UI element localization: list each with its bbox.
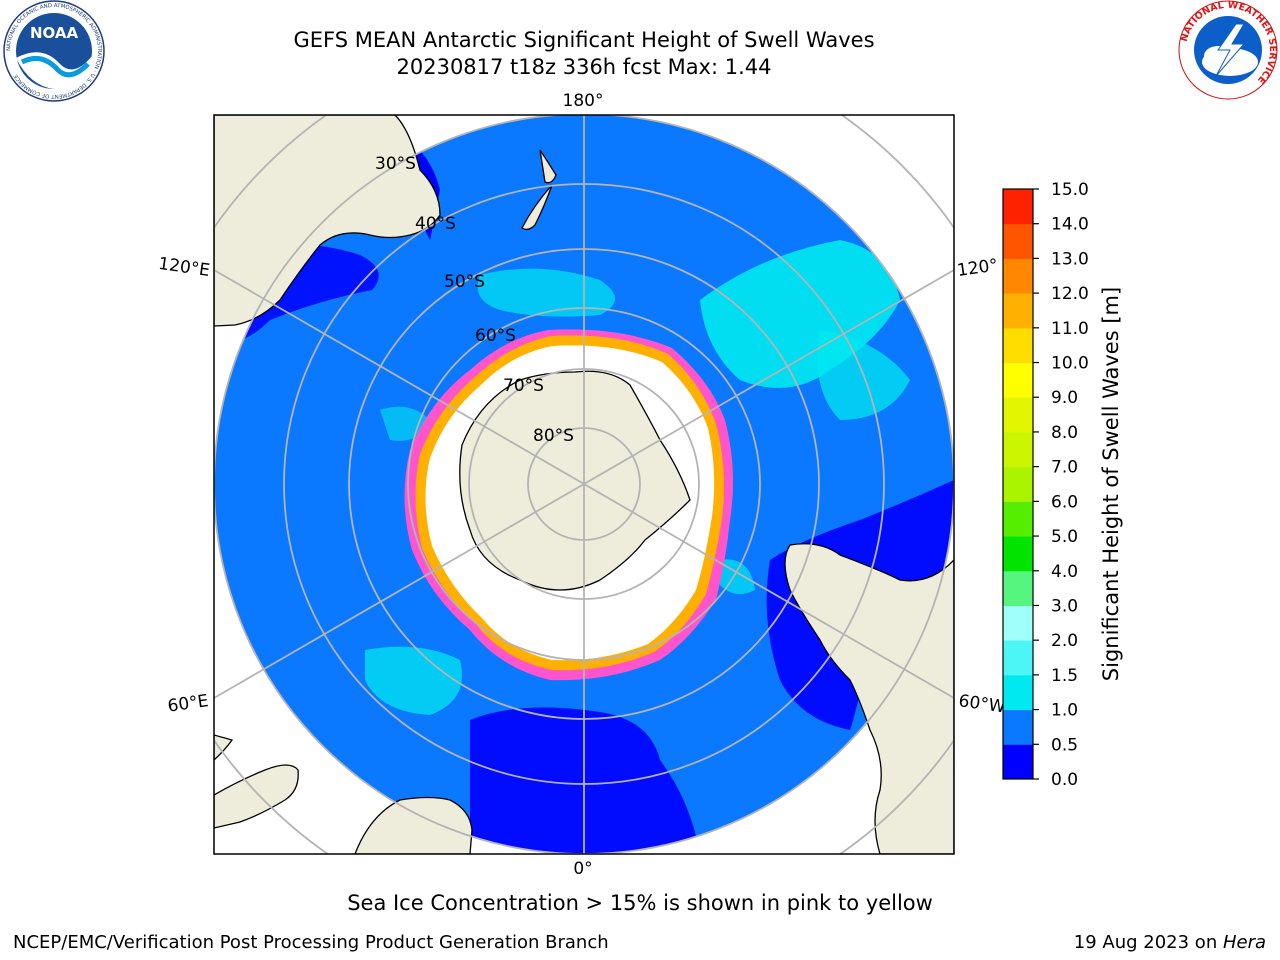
lon-label-120e: 120°E <box>157 254 211 281</box>
colorbar-band <box>1003 362 1033 398</box>
lat-label-40s: 40°S <box>415 214 456 234</box>
colorbar-tick-label: 10.0 <box>1051 354 1089 374</box>
graticule <box>214 115 954 854</box>
colorbar-band <box>1003 466 1033 502</box>
colorbar-band <box>1003 189 1033 225</box>
colorbar-tick-label: 5.0 <box>1051 527 1078 547</box>
colorbar-band <box>1003 536 1033 572</box>
colorbar-band <box>1003 501 1033 537</box>
noaa-logo-icon: NOAA NATIONAL OCEANIC AND ATMOSPHERIC AD… <box>3 0 105 102</box>
low-swell-region <box>470 707 700 854</box>
sea-ice-caption: Sea Ice Concentration > 15% is shown in … <box>347 891 933 915</box>
colorbar-band <box>1003 640 1033 676</box>
new-zealand-land <box>521 149 557 231</box>
map-frame <box>213 114 955 855</box>
lat-label-60s: 60°S <box>475 326 516 346</box>
colorbar-tick-label: 4.0 <box>1051 562 1078 582</box>
colorbar: 15.0 14.0 13.0 12.0 11.0 10.0 9.0 8.0 7.0 6.0 5.0 4… <box>1002 180 1089 790</box>
footer-date: 19 Aug 2023 on Hera <box>1074 932 1266 953</box>
australia-land <box>214 115 441 327</box>
colorbar-label: Significant Height of Swell Waves [m] <box>1099 286 1123 682</box>
south-america-land <box>784 543 954 854</box>
colorbar-tick-label: 15.0 <box>1051 180 1089 200</box>
colorbar-tick-label: 3.0 <box>1051 596 1078 616</box>
cyan-patch <box>477 268 615 317</box>
colorbar-band <box>1003 570 1033 606</box>
colorbar-band <box>1003 605 1033 641</box>
lat-label-80s: 80°S <box>533 426 574 446</box>
lat-label-70s: 70°S <box>503 376 544 396</box>
lon-label-0: 0° <box>573 859 592 879</box>
cyan-patch <box>380 406 430 441</box>
colorbar-tick-label: 0.5 <box>1051 735 1078 755</box>
cyan-patch <box>365 646 462 715</box>
footer-date-text: 19 Aug 2023 on <box>1073 932 1223 953</box>
colorbar-band <box>1003 674 1033 711</box>
lon-label-60e: 60°E <box>166 691 209 716</box>
colorbar-tick-label: 7.0 <box>1051 458 1078 478</box>
colorbar-tick-label: 8.0 <box>1051 423 1078 443</box>
chart-subtitle: 20230817 t18z 336h fcst Max: 1.44 <box>396 55 772 79</box>
colorbar-tick-label: 12.0 <box>1051 284 1089 304</box>
colorbar-tick-label: 1.0 <box>1051 701 1078 721</box>
lon-label-120w: 120° <box>956 255 999 281</box>
chart-title: GEFS MEAN Antarctic Significant Height o… <box>293 28 875 52</box>
noaa-logo-text: NOAA <box>30 24 79 42</box>
colorbar-band <box>1003 258 1033 294</box>
nws-logo-icon: NATIONAL WEATHER SERVICE <box>1178 0 1278 100</box>
lat-label-30s: 30°S <box>375 154 416 174</box>
madagascar-land <box>214 764 299 829</box>
colorbar-band <box>1003 293 1033 329</box>
colorbar-band <box>1003 431 1033 468</box>
lat-label-50s: 50°S <box>444 272 485 292</box>
africa-land <box>354 796 473 854</box>
colorbar-band <box>1003 744 1033 780</box>
colorbar-tick-label: 13.0 <box>1051 249 1089 269</box>
lon-label-60w: 60°W <box>957 691 1006 717</box>
colorbar-tick-label: 11.0 <box>1051 319 1089 339</box>
colorbar-band <box>1003 327 1033 364</box>
colorbar-band <box>1003 709 1033 745</box>
colorbar-tick-label: 9.0 <box>1051 388 1078 408</box>
colorbar-tick-label: 6.0 <box>1051 492 1078 512</box>
meridian-60e-120w <box>214 269 954 699</box>
colorbar-band <box>1003 223 1033 259</box>
colorbar-tick-label: 14.0 <box>1051 215 1089 235</box>
footer-machine: Hera <box>1222 932 1266 953</box>
colorbar-tick-label: 0.0 <box>1051 770 1078 790</box>
lon-label-180: 180° <box>563 91 604 111</box>
colorbar-frame <box>1002 188 1034 780</box>
footer-credit: NCEP/EMC/Verification Post Processing Pr… <box>13 932 609 953</box>
colorbar-tick-label: 1.5 <box>1051 666 1078 686</box>
colorbar-tick-label: 2.0 <box>1051 631 1078 651</box>
colorbar-band <box>1003 397 1033 433</box>
